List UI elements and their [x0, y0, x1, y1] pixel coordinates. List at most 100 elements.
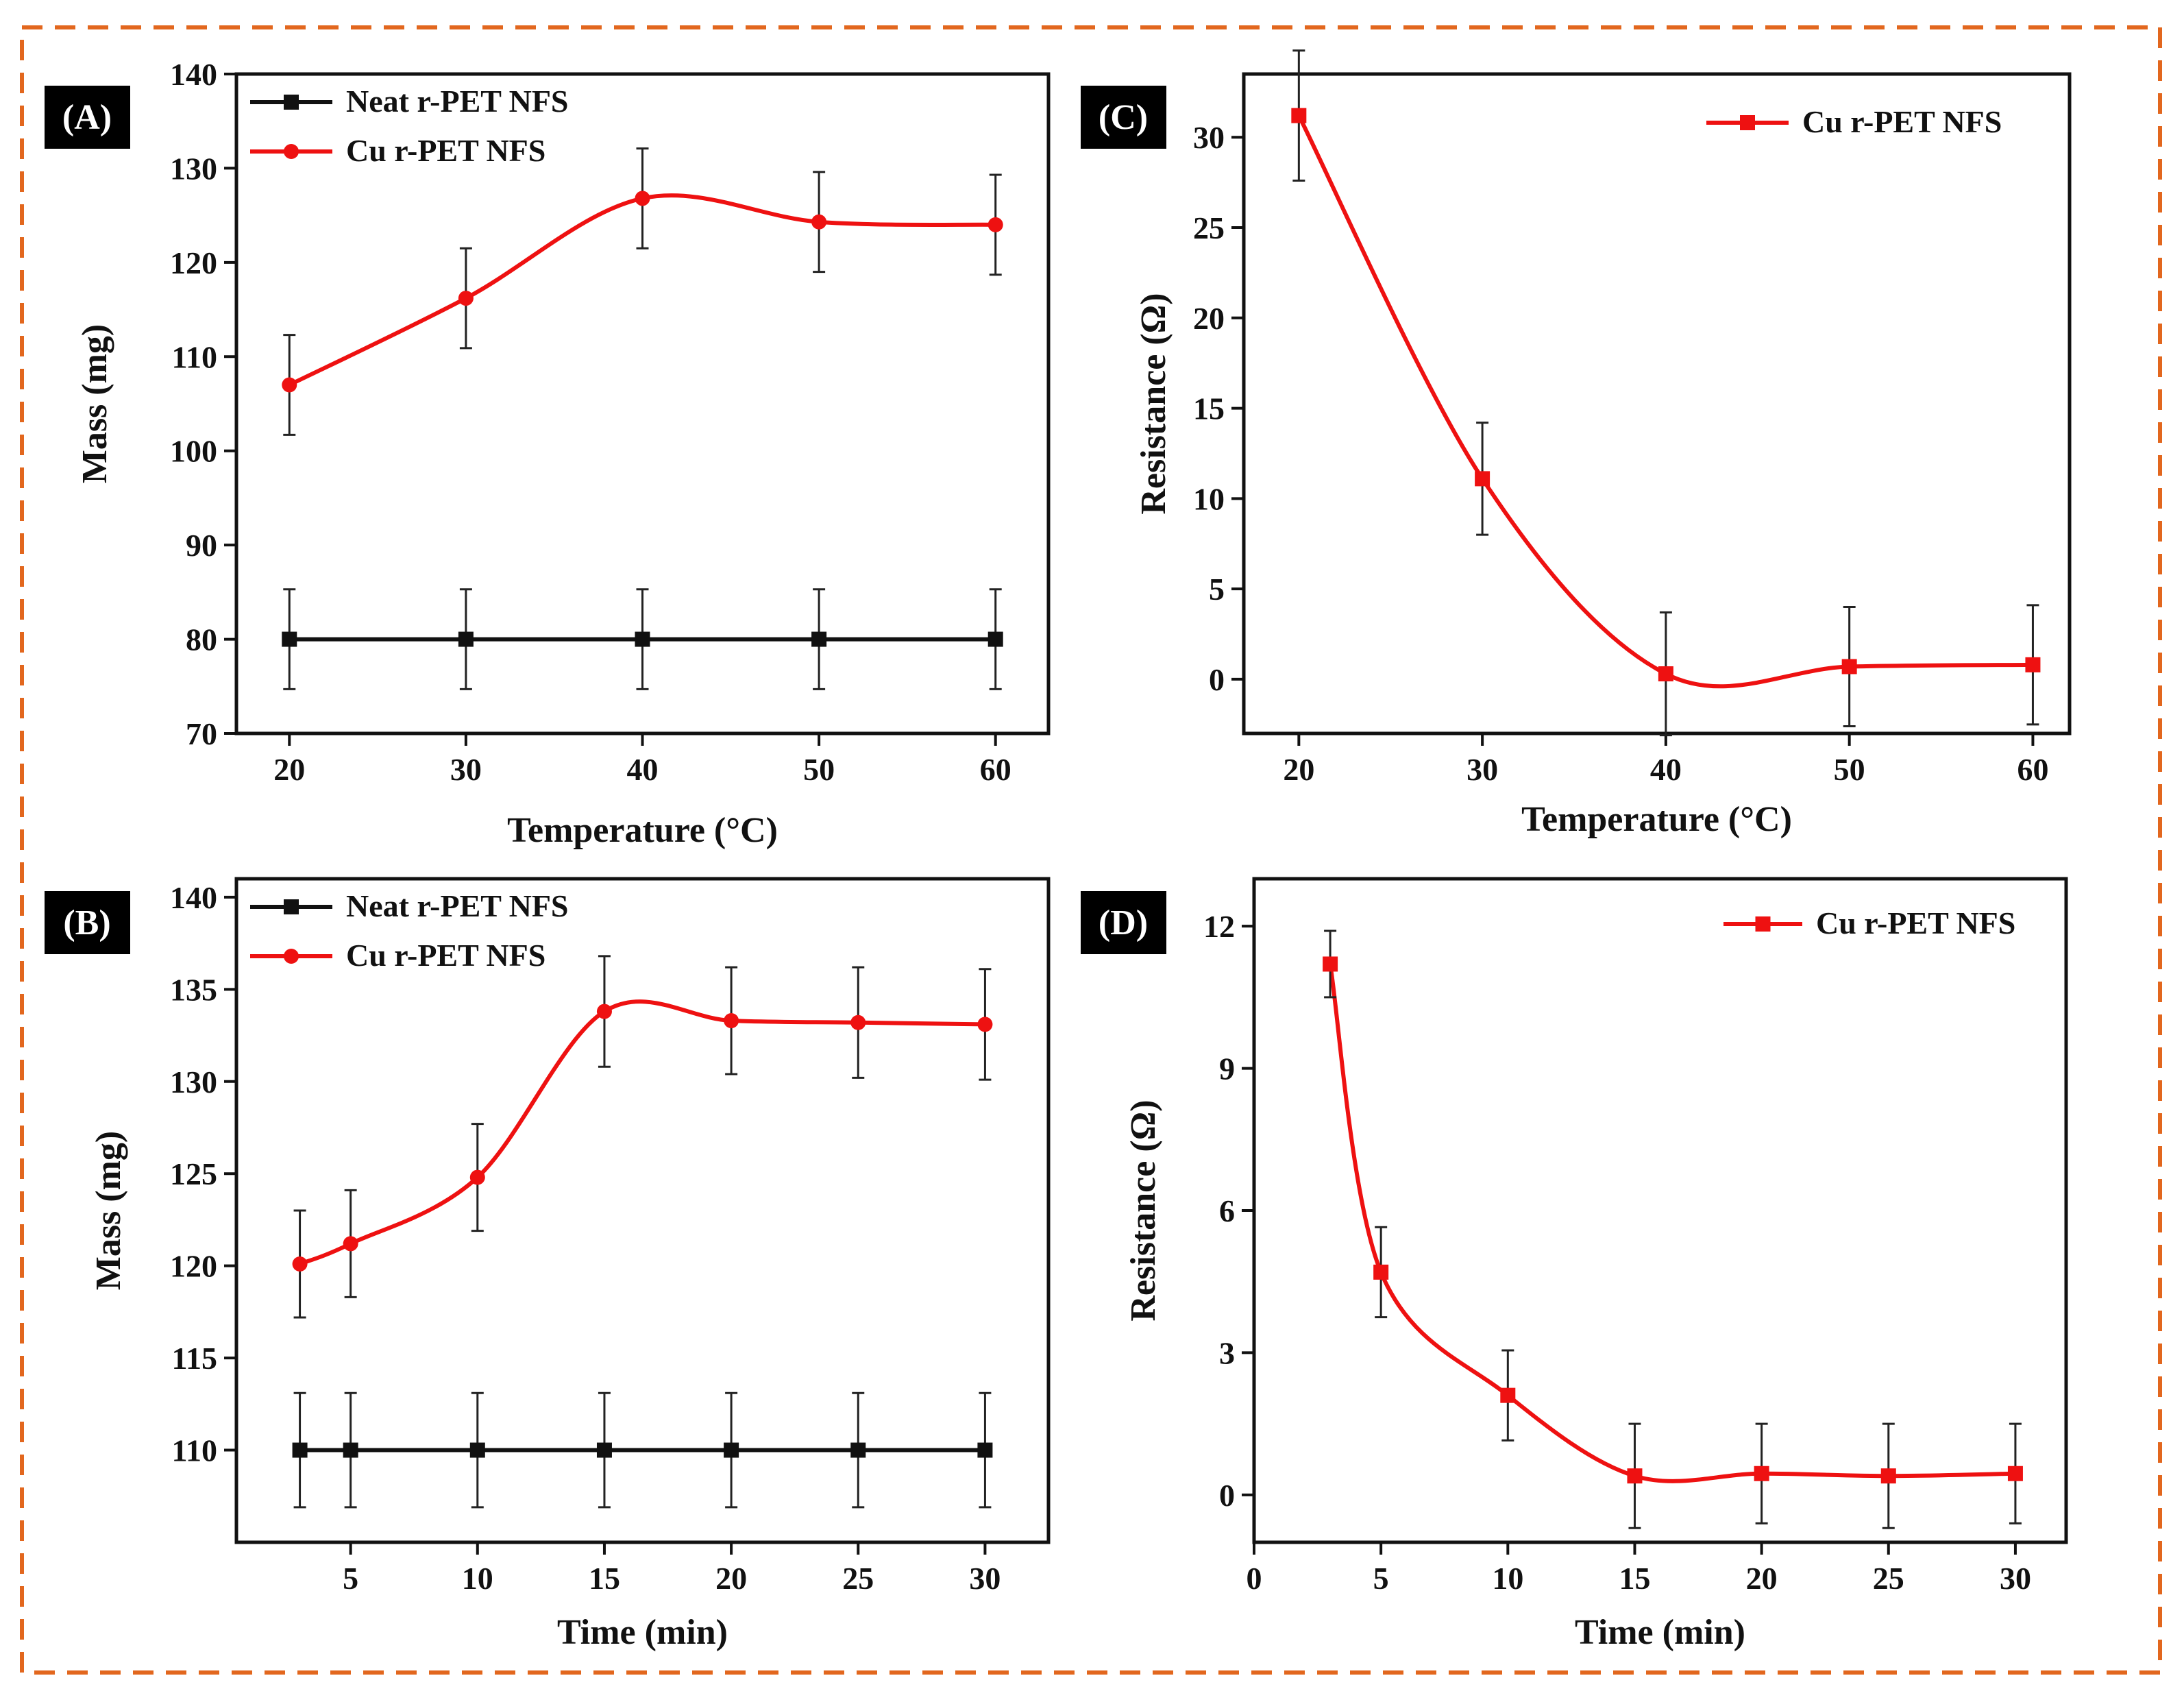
x-tick-label: 15 — [1619, 1561, 1650, 1596]
data-point — [469, 1442, 485, 1458]
legend: Cu r-PET NFS — [1706, 104, 2002, 139]
data-point — [977, 1017, 993, 1032]
y-tick-label: 30 — [1193, 120, 1225, 155]
x-tick-label: 10 — [1492, 1561, 1523, 1596]
x-tick-label: 20 — [1746, 1561, 1778, 1596]
y-tick-label: 140 — [170, 880, 217, 915]
data-point — [458, 291, 474, 306]
x-tick-label: 0 — [1247, 1561, 1262, 1596]
data-point — [343, 1236, 358, 1252]
x-tick-label: 40 — [1650, 752, 1682, 787]
data-point — [1475, 471, 1490, 487]
series-neat-r-pet-nfs — [292, 1391, 993, 1509]
legend-marker — [284, 144, 299, 159]
data-point — [292, 1442, 308, 1458]
series-line — [1328, 963, 2015, 1483]
series-neat-r-pet-nfs — [282, 588, 1003, 690]
y-tick-label: 20 — [1193, 301, 1225, 336]
y-tick-label: 70 — [186, 716, 217, 751]
data-point — [635, 191, 650, 206]
data-point — [724, 1442, 739, 1458]
data-point — [469, 1169, 485, 1185]
data-point — [1841, 659, 1857, 674]
data-point — [1880, 1468, 1896, 1484]
x-tick-label: 50 — [1834, 752, 1865, 787]
data-point — [1500, 1387, 1516, 1403]
data-point — [987, 631, 1003, 647]
panel-label: (B) — [63, 903, 110, 943]
y-tick-label: 100 — [170, 434, 217, 469]
series-cu-r-pet-nfs — [292, 955, 993, 1319]
legend-label: Neat r-PET NFS — [346, 84, 569, 119]
legend-label: Neat r-PET NFS — [346, 888, 569, 923]
y-tick-label: 9 — [1219, 1051, 1235, 1086]
y-tick-label: 115 — [172, 1341, 217, 1376]
data-point — [343, 1442, 358, 1458]
data-point — [282, 631, 297, 647]
figure-border — [20, 25, 2162, 1675]
panel-label: (D) — [1099, 903, 1148, 943]
data-point — [2025, 657, 2041, 672]
legend-marker — [284, 949, 299, 964]
y-tick-label: 120 — [170, 1249, 217, 1284]
legend-marker — [284, 95, 299, 110]
x-tick-label: 20 — [273, 752, 305, 787]
chart-panel-a: 20 30 40 50 60 70 80 90 100 110 120 130 140 Temperatu… — [45, 57, 1051, 850]
y-tick-label: 135 — [170, 972, 217, 1007]
data-point — [292, 1256, 308, 1272]
y-tick-label: 110 — [172, 339, 217, 374]
data-point — [850, 1442, 866, 1458]
data-point — [987, 217, 1003, 232]
legend: Neat r-PET NFS Cu r-PET NFS — [250, 888, 569, 973]
legend-marker — [1755, 916, 1771, 932]
series-line — [1297, 114, 2033, 689]
y-tick-label: 110 — [172, 1433, 217, 1468]
y-tick-label: 6 — [1219, 1193, 1235, 1228]
plot-frame — [234, 877, 1051, 1544]
y-tick-label: 0 — [1209, 662, 1225, 697]
y-tick-label: 130 — [170, 1065, 217, 1099]
data-point — [635, 631, 650, 647]
plot-frame — [1242, 72, 2072, 735]
y-tick-label: 0 — [1219, 1478, 1235, 1513]
data-point — [724, 1013, 739, 1029]
panel-label: (C) — [1099, 98, 1148, 137]
x-tick-label: 25 — [842, 1561, 874, 1596]
series-line — [299, 999, 985, 1266]
data-point — [850, 1014, 866, 1030]
panel-label: (A) — [62, 98, 112, 137]
legend-marker — [284, 899, 299, 914]
data-point — [596, 1442, 612, 1458]
x-tick-label: 30 — [450, 752, 482, 787]
x-axis-title: Temperature (°C) — [1521, 800, 1792, 839]
panel-label-badge — [45, 86, 130, 149]
data-point — [1627, 1468, 1643, 1484]
y-axis-title: Resistance (Ω) — [1124, 1099, 1163, 1321]
legend-marker — [1740, 115, 1755, 130]
y-tick-label: 120 — [170, 245, 217, 280]
data-point — [811, 631, 827, 647]
x-axis-title: Temperature (°C) — [507, 811, 778, 850]
chart-panel-b: 5 10 15 20 25 30 110 115 120 125 130 135 140 Time (mi… — [45, 877, 1051, 1652]
x-tick-label: 40 — [627, 752, 659, 787]
data-point — [1323, 956, 1338, 972]
x-tick-label: 30 — [969, 1561, 1001, 1596]
data-point — [811, 214, 827, 230]
y-tick-label: 5 — [1209, 572, 1225, 607]
y-tick-label: 80 — [186, 622, 217, 657]
data-point — [977, 1442, 993, 1458]
y-axis-title: Mass (mg) — [75, 324, 114, 484]
y-tick-label: 12 — [1203, 909, 1235, 944]
x-tick-label: 10 — [462, 1561, 493, 1596]
series-cu-r-pet-nfs — [282, 147, 1003, 436]
x-axis-title: Time (min) — [1575, 1613, 1745, 1652]
x-axis-title: Time (min) — [557, 1613, 728, 1652]
x-tick-label: 50 — [803, 752, 835, 787]
y-axis-title: Resistance (Ω) — [1134, 293, 1173, 514]
y-tick-label: 15 — [1193, 391, 1225, 426]
panel-label-badge — [1081, 86, 1166, 149]
data-point — [1754, 1466, 1769, 1481]
chart-panel-d: 0 5 10 15 20 25 30 0 3 6 9 12 Time (min) Resistance (… — [1081, 877, 2068, 1652]
